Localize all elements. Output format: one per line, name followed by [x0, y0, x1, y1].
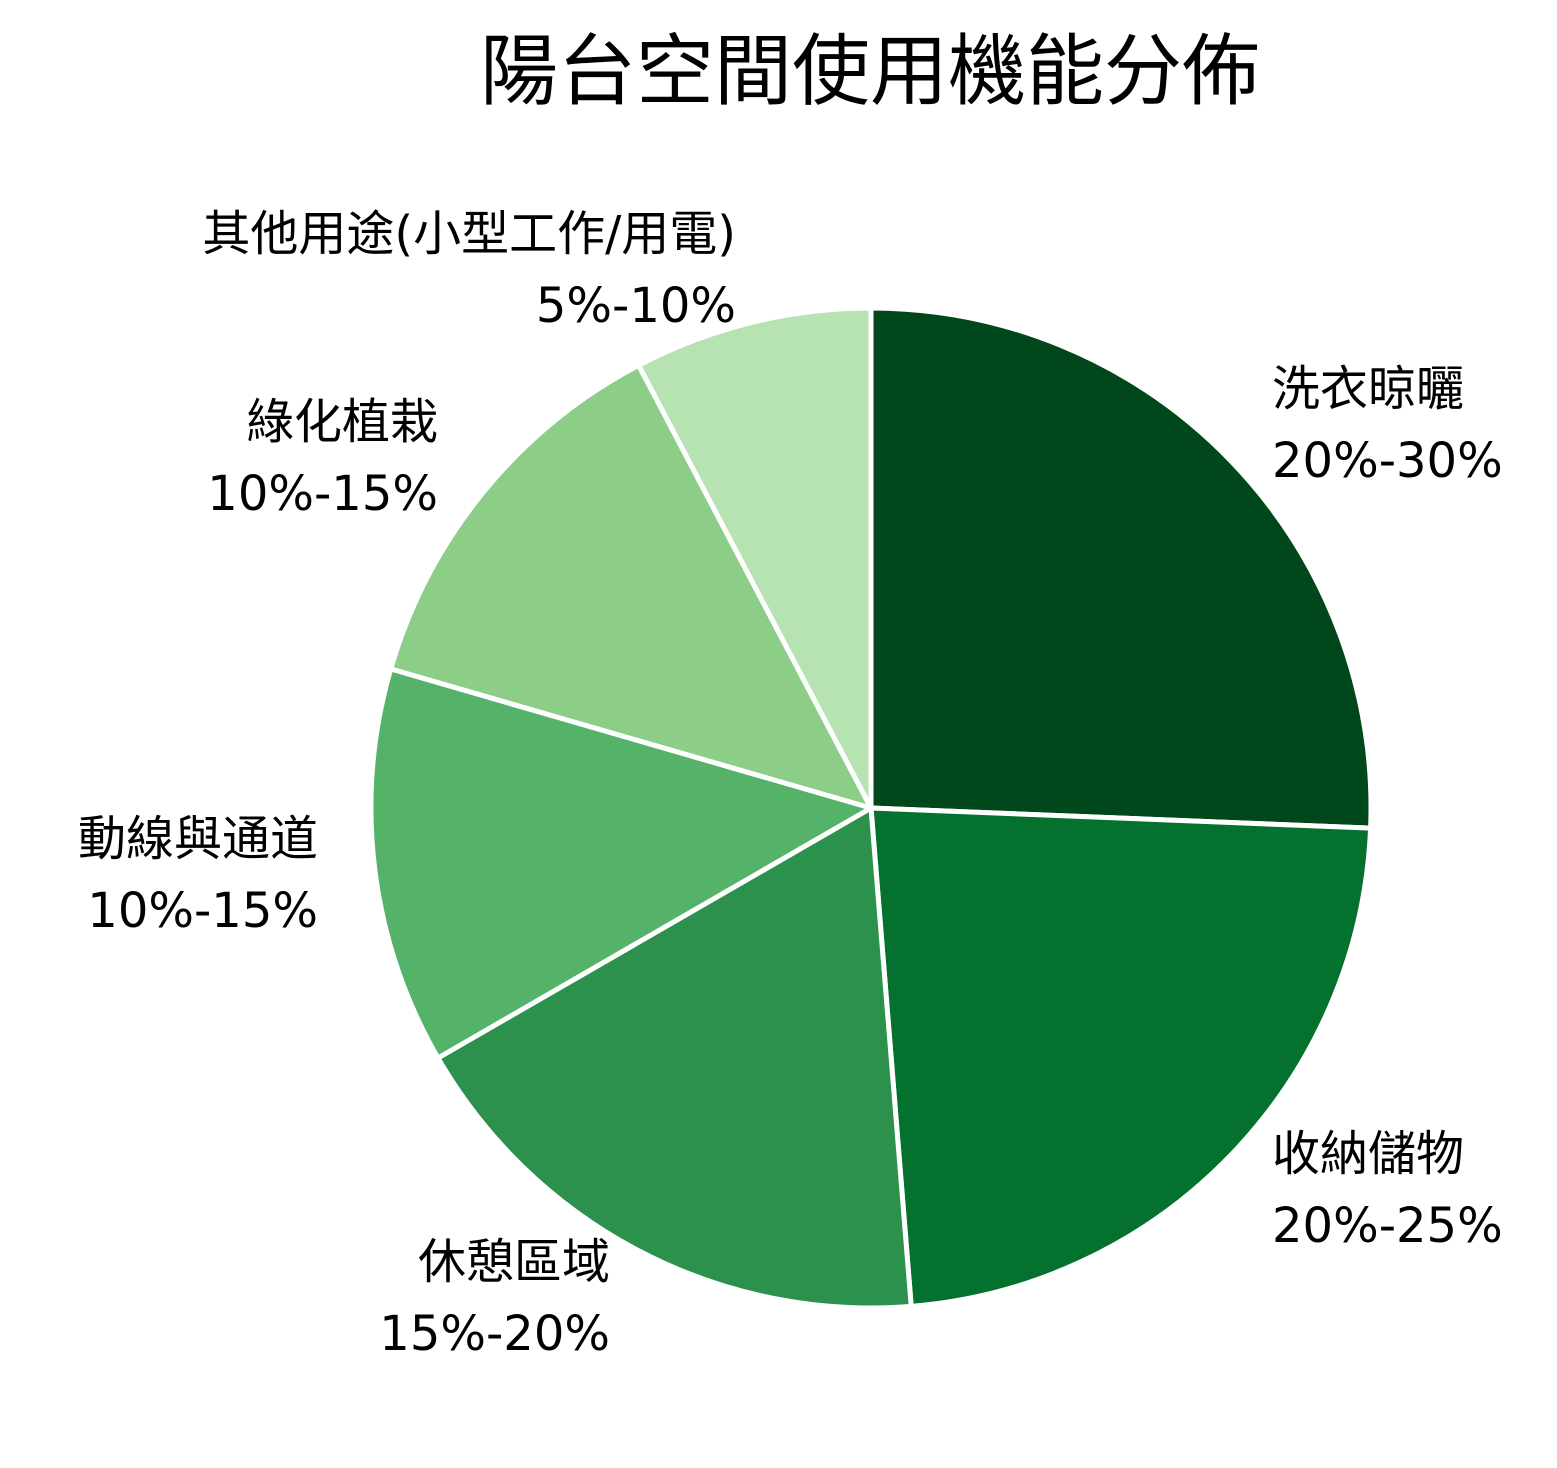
slice-label: 休憩區域	[418, 1234, 610, 1290]
pie-slice	[388, 362, 874, 811]
pie-slice	[868, 305, 1374, 831]
slice-label: 其他用途(小型工作/用電)	[202, 206, 736, 262]
slice-label: 綠化植栽	[246, 394, 438, 450]
slice-range-label: 10%-15%	[87, 883, 318, 939]
pie-slices	[368, 305, 1374, 1311]
slice-label: 洗衣晾曬	[1272, 361, 1464, 417]
slice-label: 收納儲物	[1272, 1126, 1464, 1182]
slice-range-label: 20%-30%	[1272, 433, 1503, 489]
slice-label: 動線與通道	[78, 811, 318, 867]
slice-range-label: 20%-25%	[1272, 1198, 1503, 1254]
pie-slice	[636, 305, 874, 811]
pie-labels: 洗衣晾曬 20%-30% 收納儲物 20%-25% 休憩區域 15%-20% 動線與通道 10…	[78, 206, 1503, 1362]
pie-slice	[868, 805, 1374, 1309]
pie-slice	[368, 666, 874, 1061]
slice-range-label: 10%-15%	[207, 466, 438, 522]
slice-range-label: 15%-20%	[379, 1306, 610, 1362]
pie-slice	[435, 805, 914, 1311]
slice-range-label: 5%-10%	[536, 278, 736, 334]
chart-title: 陽台空間使用機能分佈	[480, 27, 1260, 117]
